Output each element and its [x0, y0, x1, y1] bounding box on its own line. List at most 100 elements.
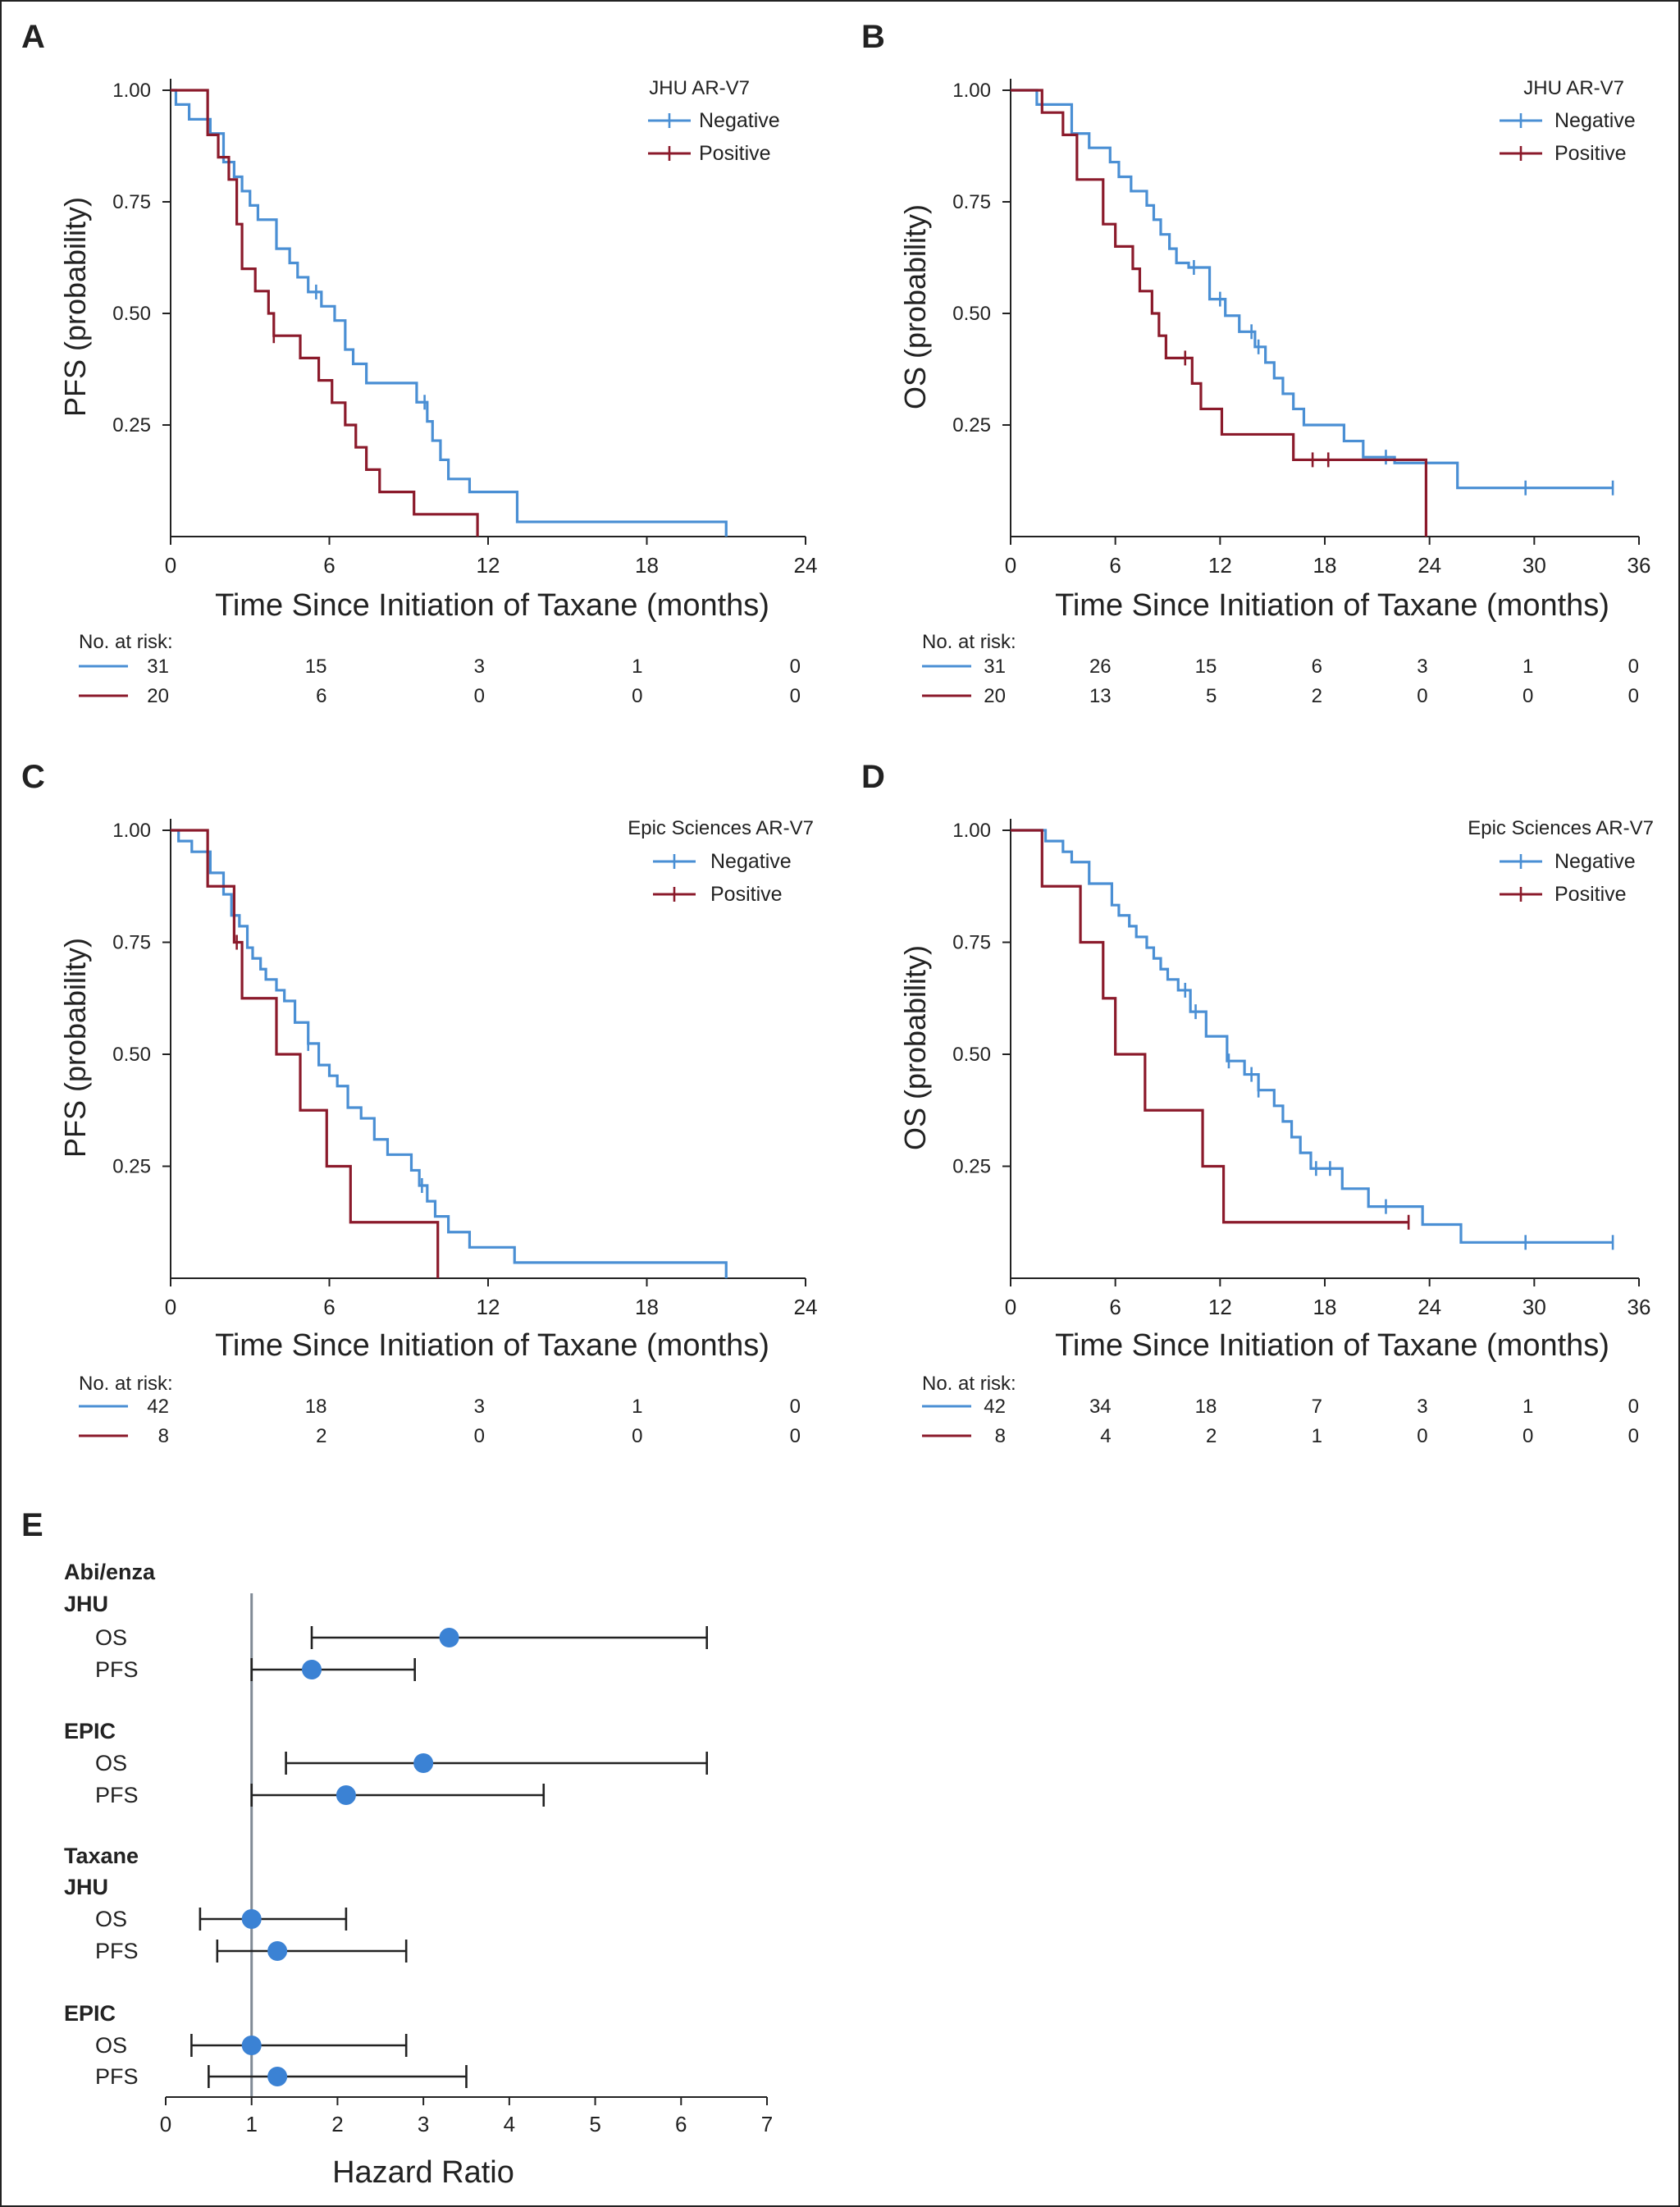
x-tick-label: 30: [1522, 553, 1546, 578]
x-tick-label: 5: [589, 2112, 600, 2136]
km-line-negative: [1011, 89, 1614, 490]
hazard-ratio-point: [439, 1628, 459, 1647]
risk-count-negative: 0: [790, 656, 801, 678]
y-axis-title: OS (probability): [898, 945, 932, 1150]
x-tick-label: 24: [1418, 553, 1441, 578]
risk-count-positive: 0: [1628, 685, 1639, 707]
risk-count-negative: 3: [1417, 1396, 1427, 1418]
panel-letter: A: [21, 19, 45, 55]
x-axis-title: Time Since Initiation of Taxane (months): [215, 1328, 769, 1363]
km-line-positive: [171, 829, 440, 1278]
x-tick-label: 12: [477, 553, 500, 578]
forest-row-label: OS: [95, 1751, 127, 1775]
km-plot-c: 0 6 12 18 24 0.25 0.50 0.75 1.00 42 18 3 1 0 8 2 0 0 0: [79, 819, 817, 1447]
forest-row-label: PFS: [95, 1939, 139, 1963]
panel-letter: D: [861, 759, 885, 795]
risk-header: No. at risk:: [79, 1373, 173, 1395]
panel-a: A PFS (probability) Time Since Initiatio…: [21, 19, 780, 653]
x-tick-label: 6: [1109, 1295, 1121, 1319]
hazard-ratio-point: [241, 2036, 262, 2055]
forest-row-label: PFS: [95, 1783, 139, 1807]
legend-label-negative: Negative: [1554, 109, 1636, 132]
forest-row-label: PFS: [95, 1657, 139, 1682]
panel-letter: B: [861, 19, 885, 55]
y-tick-label: 1.00: [952, 820, 991, 842]
x-tick-label: 18: [1313, 553, 1337, 578]
y-axis-title: PFS (probability): [58, 938, 92, 1158]
x-tick-label: 30: [1522, 1295, 1546, 1319]
x-tick-label: 36: [1628, 553, 1651, 578]
hazard-ratio-point: [336, 1785, 356, 1805]
risk-count-negative: 6: [1312, 656, 1322, 678]
x-tick-label: 2: [331, 2112, 343, 2136]
risk-count-positive: 2: [1312, 685, 1322, 707]
risk-count-negative: 26: [1089, 656, 1112, 678]
x-tick-label: 18: [635, 1295, 659, 1319]
x-axis-title: Time Since Initiation of Taxane (months): [1055, 588, 1609, 623]
x-tick-label: 6: [323, 1295, 335, 1319]
y-tick-label: 0.75: [112, 932, 151, 954]
forest-group-header: JHU: [64, 1875, 108, 1899]
x-tick-label: 7: [761, 2112, 773, 2136]
y-tick-label: 0.25: [112, 414, 151, 436]
risk-count-positive: 2: [316, 1425, 326, 1447]
x-tick-label: 12: [1208, 553, 1232, 578]
x-tick-label: 24: [1418, 1295, 1441, 1319]
risk-header: No. at risk:: [922, 1373, 1016, 1395]
risk-count-positive: 0: [1417, 1425, 1427, 1447]
x-tick-label: 12: [477, 1295, 500, 1319]
risk-count-positive: 20: [984, 685, 1006, 707]
risk-count-positive: 20: [147, 685, 169, 707]
y-tick-label: 0.50: [112, 1044, 151, 1066]
x-tick-label: 24: [794, 1295, 818, 1319]
risk-count-negative: 31: [147, 656, 169, 678]
risk-count-negative: 15: [1195, 656, 1217, 678]
risk-count-positive: 0: [474, 1425, 485, 1447]
risk-count-positive: 4: [1100, 1425, 1111, 1447]
x-tick-label: 0: [165, 1295, 176, 1319]
y-tick-label: 0.75: [952, 191, 991, 213]
risk-count-positive: 0: [1522, 1425, 1533, 1447]
panel-d: D OS (probability) Time Since Initiation…: [861, 759, 1654, 1395]
risk-count-negative: 1: [1522, 656, 1533, 678]
y-tick-label: 1.00: [112, 820, 151, 842]
risk-count-positive: 6: [316, 685, 326, 707]
risk-count-negative: 1: [1522, 1396, 1533, 1418]
km-line-positive: [1011, 89, 1428, 537]
hazard-ratio-point: [413, 1753, 434, 1773]
risk-count-negative: 0: [1628, 656, 1639, 678]
legend-label-positive: Positive: [1554, 883, 1627, 906]
risk-count-negative: 15: [305, 656, 327, 678]
legend-label-negative: Negative: [699, 109, 780, 132]
risk-header: No. at risk:: [922, 631, 1016, 653]
hazard-ratio-point: [267, 1941, 288, 1961]
x-tick-label: 0: [1005, 1295, 1016, 1319]
legend-title: JHU AR-V7: [1523, 77, 1624, 99]
x-tick-label: 12: [1208, 1295, 1232, 1319]
risk-count-positive: 8: [158, 1425, 169, 1447]
x-axis-title: Time Since Initiation of Taxane (months): [1055, 1328, 1609, 1363]
x-tick-label: 6: [675, 2112, 687, 2136]
legend-title: JHU AR-V7: [649, 77, 750, 99]
x-tick-label: 1: [245, 2112, 257, 2136]
legend-title: Epic Sciences AR-V7: [1468, 817, 1654, 839]
x-tick-label: 18: [1313, 1295, 1337, 1319]
risk-count-negative: 18: [1195, 1396, 1217, 1418]
forest-group-header: Taxane: [64, 1844, 139, 1868]
y-tick-label: 0.25: [112, 1156, 151, 1178]
forest-group-header: EPIC: [64, 1719, 116, 1743]
y-tick-label: 0.75: [952, 932, 991, 954]
risk-count-positive: 0: [632, 1425, 642, 1447]
x-tick-label: 0: [1005, 553, 1016, 578]
x-axis-title: Hazard Ratio: [332, 2155, 514, 2190]
risk-count-negative: 7: [1312, 1396, 1322, 1418]
x-tick-label: 6: [323, 553, 335, 578]
risk-count-negative: 34: [1089, 1396, 1112, 1418]
risk-count-negative: 3: [474, 656, 485, 678]
forest-row-label: PFS: [95, 2064, 139, 2089]
